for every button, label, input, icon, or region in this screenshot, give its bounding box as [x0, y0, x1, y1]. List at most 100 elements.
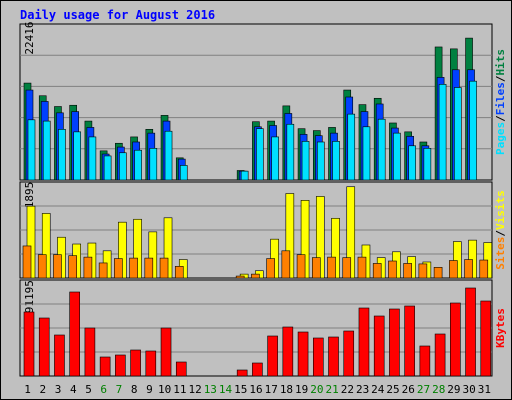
- x-label-day-17: 17: [265, 383, 278, 396]
- bar-sites-day-17: [266, 258, 275, 279]
- visits-max-label: 1895: [23, 182, 36, 209]
- bar-kbytes-day-15: [236, 369, 248, 377]
- bar-kbytes-day-7: [115, 354, 126, 377]
- x-label-day-25: 25: [386, 383, 399, 396]
- x-label-day-23: 23: [356, 383, 369, 396]
- bar-kbytes-day-17: [267, 335, 278, 377]
- bar-sites-day-5: [83, 256, 93, 279]
- legend-kbytes: KBytes: [494, 308, 507, 348]
- x-label-day-20: 20: [310, 383, 323, 396]
- bar-kbytes-day-25: [389, 308, 400, 377]
- bar-sites-day-20: [311, 257, 321, 279]
- bar-pages-day-21: [332, 141, 340, 181]
- bar-pages-day-1: [27, 119, 36, 181]
- x-label-day-27: 27: [417, 383, 430, 396]
- bar-kbytes-day-29: [450, 302, 461, 377]
- bar-sites-day-4: [68, 255, 77, 279]
- x-label-day-12: 12: [188, 383, 201, 396]
- bar-pages-day-24: [377, 118, 386, 181]
- kbytes-max-label: 791195: [23, 280, 36, 320]
- bar-kbytes-day-27: [419, 345, 431, 377]
- x-label-day-7: 7: [116, 383, 123, 396]
- x-label-day-21: 21: [326, 383, 339, 396]
- bar-kbytes-day-18: [282, 326, 294, 377]
- x-label-day-2: 2: [40, 383, 47, 396]
- x-label-day-30: 30: [463, 383, 476, 396]
- bar-sites-day-1: [22, 245, 32, 279]
- bar-pages-day-25: [393, 132, 401, 181]
- bar-pages-day-26: [408, 145, 416, 181]
- bar-sites-day-27: [418, 263, 428, 279]
- bar-pages-day-11: [179, 165, 188, 181]
- bar-kbytes-day-8: [130, 349, 141, 377]
- bar-kbytes-day-22: [343, 330, 355, 377]
- middle-legend: Sites/Visits: [494, 190, 507, 270]
- x-label-day-16: 16: [249, 383, 262, 396]
- bar-kbytes-day-16: [252, 362, 263, 377]
- bottom-legend: KBytes: [494, 308, 507, 348]
- bar-pages-day-20: [316, 141, 325, 181]
- legend-visits: Visits: [494, 190, 507, 230]
- bar-kbytes-day-31: [480, 300, 492, 377]
- bar-sites-day-28: [433, 267, 443, 279]
- bar-sites-day-9: [144, 257, 154, 279]
- bar-sites-day-22: [342, 257, 352, 279]
- grid-lines: [20, 54, 492, 353]
- x-label-day-5: 5: [85, 383, 92, 396]
- bar-kbytes-day-5: [84, 327, 96, 377]
- bar-pages-day-28: [438, 84, 447, 181]
- legend-sep-3: /: [494, 230, 507, 237]
- x-label-day-24: 24: [371, 383, 385, 396]
- bar-pages-day-5: [88, 136, 97, 181]
- bar-sites-day-18: [281, 250, 291, 279]
- bar-pages-day-19: [301, 141, 310, 181]
- bar-marks: [22, 37, 493, 377]
- x-label-day-15: 15: [234, 383, 247, 396]
- bar-kbytes-day-4: [69, 291, 80, 377]
- bar-pages-day-22: [347, 113, 356, 181]
- bar-sites-day-10: [159, 257, 169, 279]
- x-label-day-26: 26: [402, 383, 415, 396]
- bar-sites-day-6: [98, 262, 108, 279]
- bar-pages-day-9: [149, 148, 158, 181]
- x-label-day-29: 29: [447, 383, 460, 396]
- bar-sites-day-8: [129, 257, 138, 279]
- bar-pages-day-27: [423, 148, 432, 181]
- bar-pages-day-23: [362, 126, 371, 181]
- bar-sites-day-21: [327, 256, 336, 279]
- bar-kbytes-day-20: [312, 337, 324, 377]
- bar-sites-day-11: [174, 266, 184, 279]
- bar-pages-day-8: [134, 149, 142, 181]
- bar-kbytes-day-9: [145, 350, 157, 377]
- x-label-day-3: 3: [55, 383, 62, 396]
- x-label-day-1: 1: [24, 383, 31, 396]
- bar-sites-day-26: [403, 263, 412, 279]
- bar-pages-day-3: [58, 129, 66, 181]
- bar-pages-day-29: [454, 87, 462, 181]
- bar-kbytes-day-11: [175, 361, 187, 377]
- hits-max-label: 22416: [23, 21, 36, 54]
- bar-kbytes-day-23: [358, 307, 370, 377]
- bar-sites-day-29: [449, 260, 458, 279]
- chart-title: Daily usage for August 2016: [20, 8, 215, 22]
- legend-files: Files: [494, 82, 507, 115]
- bar-kbytes-day-26: [404, 305, 415, 377]
- bar-pages-day-17: [271, 136, 279, 181]
- bar-pages-day-15: [240, 170, 249, 181]
- bar-pages-day-6: [103, 155, 112, 181]
- x-label-day-19: 19: [295, 383, 308, 396]
- x-label-day-4: 4: [70, 383, 77, 396]
- bar-kbytes-day-30: [465, 287, 476, 377]
- bar-pages-day-7: [119, 152, 127, 181]
- bar-sites-day-23: [357, 256, 367, 279]
- bar-sites-day-19: [296, 254, 306, 279]
- bar-kbytes-day-3: [54, 334, 65, 377]
- bar-pages-day-16: [256, 128, 264, 181]
- x-label-day-11: 11: [173, 383, 186, 396]
- legend-pages: Pages: [494, 122, 507, 155]
- bar-sites-day-3: [53, 254, 62, 279]
- bar-kbytes-day-21: [328, 336, 339, 377]
- bar-pages-day-30: [469, 80, 477, 181]
- bar-sites-day-30: [464, 259, 473, 279]
